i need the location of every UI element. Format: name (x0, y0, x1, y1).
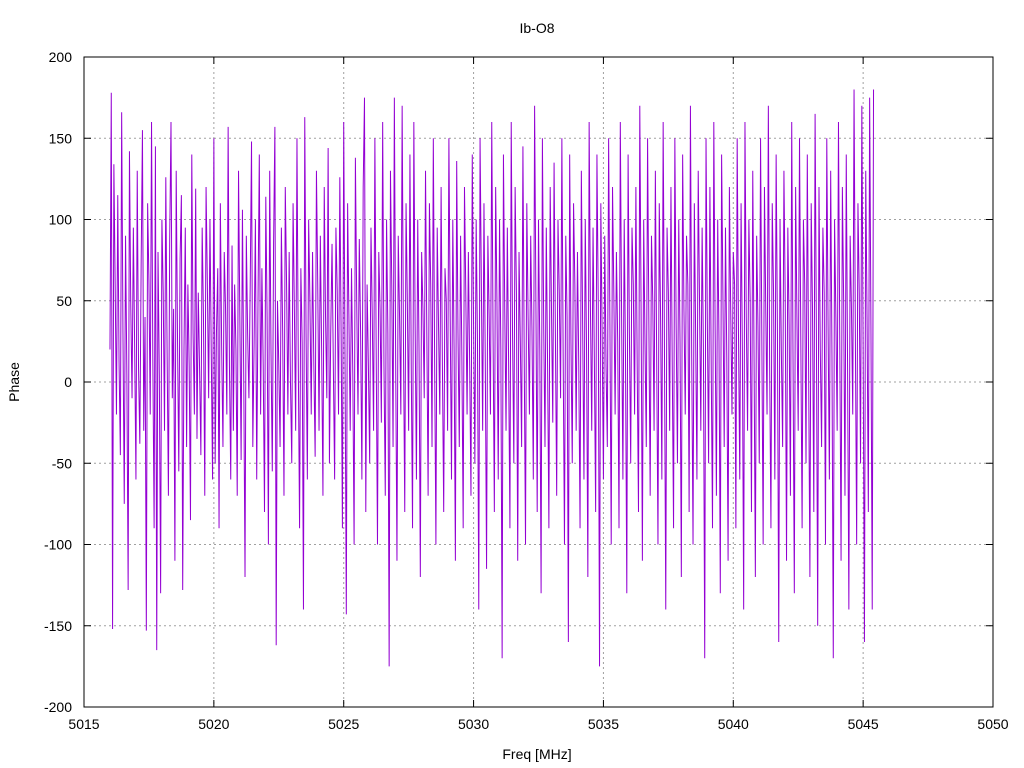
y-tick-label: 0 (64, 374, 72, 390)
y-tick-label: -150 (44, 618, 72, 634)
x-tick-labels: 5015 5020 5025 5030 5035 5040 5045 5050 (68, 716, 1008, 732)
x-tick-label: 5020 (198, 716, 229, 732)
grid-lines (84, 57, 993, 707)
y-tick-label: -50 (52, 455, 72, 471)
y-tick-label: -100 (44, 537, 72, 553)
axis-ticks (83, 56, 994, 708)
x-tick-label: 5040 (718, 716, 749, 732)
y-tick-label: 200 (49, 49, 73, 65)
x-tick-label: 5030 (458, 716, 489, 732)
chart-title: Ib-O8 (519, 20, 554, 36)
x-tick-label: 5025 (328, 716, 359, 732)
y-tick-label: -200 (44, 699, 72, 715)
x-tick-label: 5045 (848, 716, 879, 732)
y-tick-label: 150 (49, 130, 73, 146)
phase-series-line (109, 89, 875, 667)
x-tick-label: 5015 (68, 716, 99, 732)
y-tick-labels: -200 -150 -100 -50 0 50 100 150 200 (44, 49, 72, 715)
y-tick-label: 100 (49, 212, 73, 228)
y-tick-label: 50 (56, 293, 72, 309)
x-tick-label: 5035 (588, 716, 619, 732)
x-tick-label: 5050 (977, 716, 1008, 732)
x-axis-label: Freq [MHz] (502, 746, 571, 762)
y-axis-label: Phase (6, 362, 22, 402)
